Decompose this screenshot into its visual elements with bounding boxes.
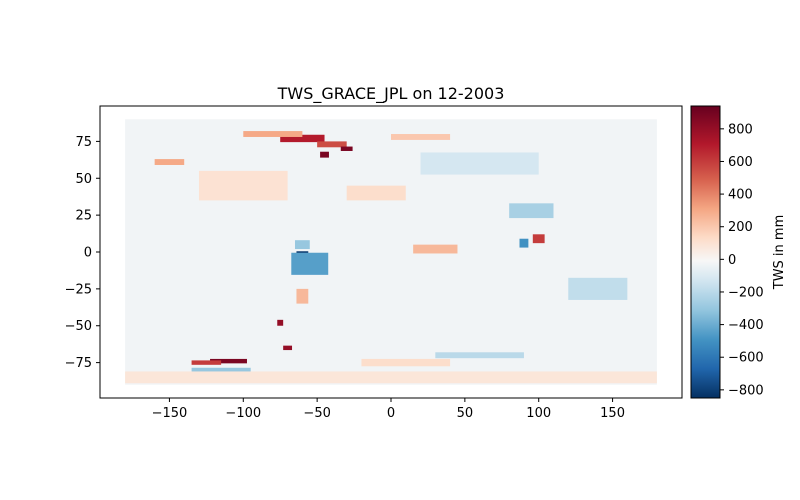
- heatmap-cell: [283, 345, 293, 351]
- heatmap-cell: [154, 159, 185, 165]
- x-tick-label: 100: [526, 406, 551, 421]
- heatmap-cell: [435, 352, 524, 359]
- colorbar-tick-label: 600: [728, 155, 753, 170]
- x-tick-label: 0: [387, 406, 395, 421]
- heatmap-cell: [509, 203, 554, 219]
- heatmap-cell: [532, 234, 545, 244]
- y-tick-label: −75: [65, 356, 92, 371]
- heatmap-cell: [340, 146, 353, 151]
- heatmap-cell: [317, 141, 347, 148]
- heatmap-cell: [391, 134, 451, 140]
- heatmap-cell: [294, 240, 310, 250]
- colorbar-tick-label: −200: [728, 285, 764, 300]
- colorbar-tick-label: −400: [728, 318, 764, 333]
- heatmap-cell: [519, 238, 529, 248]
- colorbar-tick-label: 200: [728, 220, 753, 235]
- heatmap-cell: [191, 367, 251, 373]
- heatmap-background: [125, 119, 657, 385]
- y-tick-label: −25: [65, 282, 92, 297]
- heatmap-cell: [296, 288, 309, 304]
- colorbar-tick-label: −800: [728, 383, 764, 398]
- heatmap-cell: [191, 360, 222, 365]
- y-tick-label: 0: [84, 246, 92, 261]
- heatmap-cell: [413, 244, 458, 254]
- x-tick-label: −50: [303, 406, 330, 421]
- colorbar-label: TWS in mm: [772, 215, 787, 291]
- heatmap-cell: [198, 170, 288, 201]
- heatmap-cell: [291, 252, 329, 275]
- colorbar: [690, 105, 721, 399]
- y-tick-label: 75: [75, 135, 92, 150]
- y-tick-label: −50: [65, 319, 92, 334]
- plot-area: [125, 119, 657, 385]
- heatmap-cell: [277, 319, 284, 326]
- heatmap-cell: [346, 185, 406, 201]
- y-axis: −75 −50 −25 0 25 50 75: [65, 135, 100, 371]
- heatmap-cell: [243, 131, 303, 137]
- y-tick-label: 25: [75, 209, 92, 224]
- colorbar-axis: −800 −600 −400 −200 0 200 400 600 800: [720, 122, 764, 398]
- colorbar-tick-label: −600: [728, 351, 764, 366]
- x-tick-label: 50: [457, 406, 474, 421]
- heatmap-cell: [361, 358, 451, 367]
- x-axis: −150 −100 −50 0 50 100 150: [152, 398, 625, 421]
- heatmap-cell: [125, 371, 657, 384]
- x-tick-label: 150: [600, 406, 625, 421]
- colorbar-tick-label: 800: [728, 122, 753, 137]
- heatmap-cell: [568, 277, 628, 300]
- heatmap-cell: [280, 134, 325, 143]
- heatmap-cell: [210, 358, 247, 364]
- x-tick-label: −150: [152, 406, 188, 421]
- chart-title: TWS_GRACE_JPL on 12-2003: [277, 84, 505, 104]
- heatmap-cell: [420, 152, 539, 175]
- heatmap-cell: [320, 151, 329, 158]
- colorbar-tick-label: 0: [728, 253, 736, 268]
- x-tick-label: −100: [225, 406, 261, 421]
- y-tick-label: 50: [75, 172, 92, 187]
- colorbar-tick-label: 400: [728, 188, 753, 203]
